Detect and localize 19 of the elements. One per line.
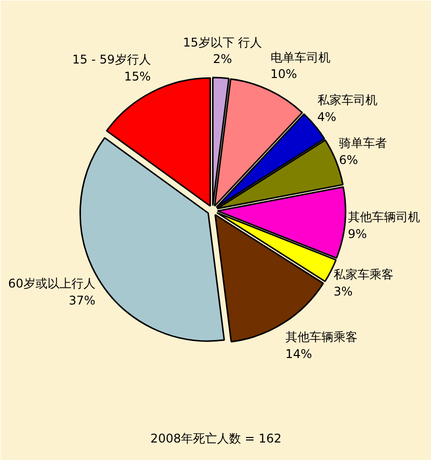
data-label: 9% <box>348 226 367 241</box>
slice-label: 其他车辆司机 <box>348 210 420 224</box>
slice-label: 电单车司机 <box>270 50 330 64</box>
data-label: 37% <box>68 293 96 308</box>
data-label: 2% <box>213 52 232 66</box>
data-label: 6% <box>338 153 358 167</box>
data-label: 14% <box>285 346 312 361</box>
slice-label: 15 - 59岁行人 <box>72 52 151 67</box>
slice-label: 60岁或以上行人 <box>8 276 96 291</box>
slice-label: 私家车司机 <box>317 93 378 108</box>
slice-label: 私家车乘客 <box>334 268 394 282</box>
data-label: 15% <box>124 69 151 84</box>
slice-label: 其他车辆乘客 <box>285 330 358 344</box>
slice-label: 15岁以下 行人 <box>183 35 262 50</box>
data-label: 3% <box>334 284 353 299</box>
slice-label: 骑单车者 <box>338 136 387 150</box>
data-label: 10% <box>270 67 298 82</box>
text: 2008年死亡人数 = 162 <box>150 432 282 446</box>
data-label: 4% <box>317 110 336 124</box>
